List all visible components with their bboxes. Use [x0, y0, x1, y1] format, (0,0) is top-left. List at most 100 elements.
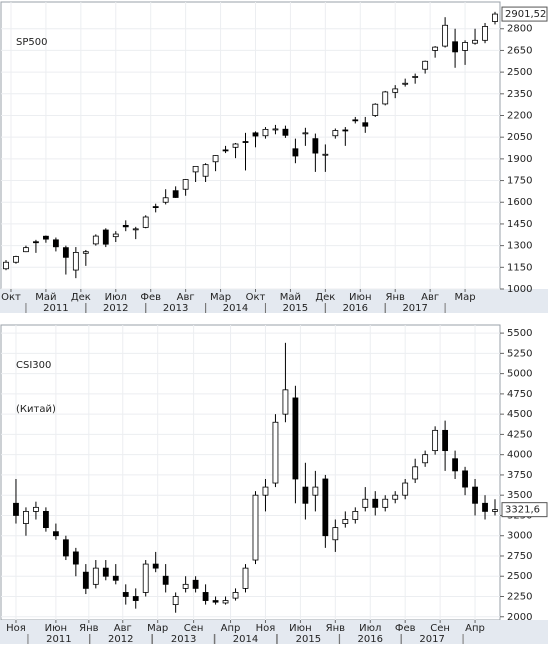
- y-tick-label: 4250: [507, 429, 532, 440]
- candle-body: [162, 197, 169, 203]
- candle-body: [282, 389, 289, 415]
- candle-body: [312, 138, 319, 154]
- year-label: 2016: [358, 634, 383, 645]
- candle-body: [262, 486, 269, 496]
- candle-body: [33, 506, 39, 512]
- x-axis-strip: [0, 620, 548, 644]
- candle-body: [332, 527, 339, 541]
- x-tick-label: Июл: [359, 623, 381, 634]
- candle-body: [212, 155, 219, 163]
- y-tick-label: 4500: [507, 409, 532, 420]
- candle-body: [132, 228, 139, 231]
- candle-body: [43, 235, 49, 240]
- candle-body: [33, 241, 39, 244]
- candle-body: [112, 233, 119, 238]
- candle-body: [462, 470, 468, 488]
- candle-body: [72, 551, 79, 565]
- candle-body: [402, 482, 409, 496]
- y-tick-label: 2500: [507, 67, 532, 78]
- candle-body: [112, 575, 119, 581]
- y-tick-label: 2800: [507, 24, 532, 35]
- x-tick-label: Ноя: [256, 623, 276, 634]
- candle-body: [432, 46, 439, 51]
- year-label: 2014: [223, 303, 248, 314]
- candle-body: [342, 129, 349, 132]
- year-label: 2013: [163, 303, 188, 314]
- candle-body: [322, 478, 329, 537]
- candle-body: [182, 179, 189, 190]
- x-tick-label: Авг: [421, 292, 439, 303]
- candle-body: [392, 88, 399, 93]
- chart-title: CSI300: [16, 360, 51, 371]
- year-label: 2017: [402, 303, 427, 314]
- y-tick-label: 5250: [507, 348, 532, 359]
- x-tick-label: Янв: [386, 292, 405, 303]
- y-tick-label: 1600: [507, 197, 532, 208]
- candle-body: [442, 24, 449, 47]
- candle-body: [242, 567, 249, 589]
- candle-body: [422, 60, 429, 70]
- candle-body: [172, 190, 179, 198]
- y-tick-label: 1000: [507, 284, 532, 295]
- x-tick-label: Ноя: [6, 623, 26, 634]
- last-price-box: [501, 502, 548, 518]
- candle-body: [202, 592, 209, 601]
- candle-body: [382, 498, 389, 508]
- year-label: 2013: [171, 634, 196, 645]
- y-tick-label: 1300: [507, 241, 532, 252]
- candle-body: [362, 122, 369, 127]
- candle-body: [52, 239, 59, 248]
- x-tick-label: Июн: [349, 292, 371, 303]
- candle-body: [252, 494, 259, 561]
- y-tick-label: 2750: [507, 551, 532, 562]
- candle-body: [272, 128, 279, 131]
- y-tick-label: 2050: [507, 132, 532, 143]
- candle-body: [212, 600, 219, 603]
- year-label: 2012: [108, 634, 133, 645]
- year-label: 2011: [46, 634, 71, 645]
- last-price-label: 2901,52: [505, 9, 546, 20]
- candle-body: [332, 130, 339, 137]
- x-tick-label: Дек: [315, 292, 335, 303]
- y-tick-label: 4750: [507, 389, 532, 400]
- candle-body: [172, 596, 179, 606]
- candle-body: [82, 571, 89, 589]
- candle-body: [492, 509, 498, 512]
- candle-body: [412, 76, 419, 78]
- year-label: 2015: [283, 303, 308, 314]
- y-tick-label: 2500: [507, 571, 532, 582]
- x-tick-label: Сен: [430, 623, 450, 634]
- candle-body: [23, 247, 29, 253]
- y-tick-label: 3000: [507, 531, 532, 542]
- candle-body: [13, 502, 19, 516]
- x-tick-label: Июн: [289, 623, 311, 634]
- year-label: 2011: [43, 303, 68, 314]
- x-tick-label: Апр: [465, 623, 485, 634]
- candle-body: [92, 567, 99, 585]
- year-label: 2012: [103, 303, 128, 314]
- x-tick-label: Июл: [105, 292, 127, 303]
- y-tick-label: 5000: [507, 369, 532, 380]
- candle-body: [122, 592, 129, 597]
- y-tick-label: 2200: [507, 110, 532, 121]
- y-tick-label: 1750: [507, 176, 532, 187]
- candle-body: [262, 128, 269, 137]
- candle-body: [232, 143, 239, 148]
- candle-body: [442, 429, 449, 452]
- candle-body: [222, 600, 229, 604]
- y-tick-label: 2250: [507, 591, 532, 602]
- y-tick-label: 5500: [507, 328, 532, 339]
- candle-body: [372, 498, 379, 508]
- x-tick-label: Окт: [246, 292, 266, 303]
- candle-body: [242, 141, 249, 143]
- y-tick-label: 1900: [507, 154, 532, 165]
- x-tick-label: Мар: [455, 292, 476, 303]
- last-price-box: [501, 6, 548, 22]
- x-tick-label: Авг: [114, 623, 132, 634]
- candle-body: [342, 519, 349, 524]
- x-tick-label: Окт: [1, 292, 21, 303]
- x-tick-label: Дек: [71, 292, 91, 303]
- candle-body: [362, 498, 369, 508]
- x-tick-label: Сен: [184, 623, 204, 634]
- year-label: 2015: [296, 634, 321, 645]
